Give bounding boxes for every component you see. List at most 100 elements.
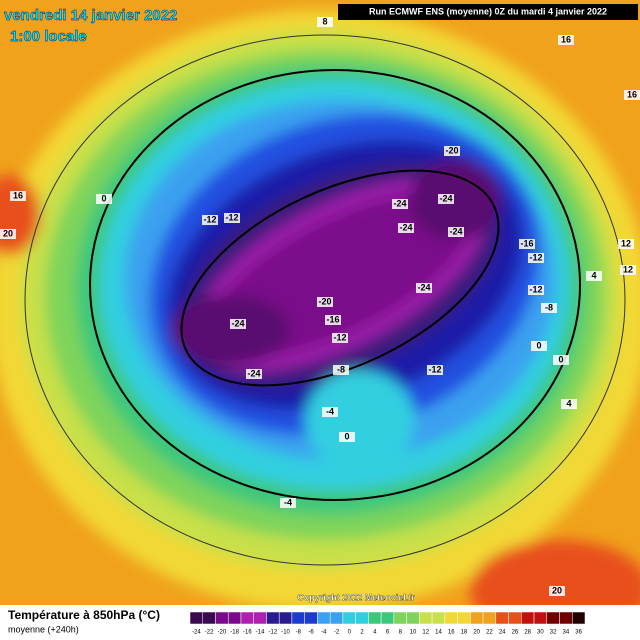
label-bg [202,215,218,225]
contour-label: -8 [337,364,345,374]
contour-label: -12 [203,214,216,224]
colorbar-tick-label: -22 [205,630,214,636]
colorbar-tick-label: -16 [243,630,252,636]
contour-label: -8 [545,302,553,312]
contour-label: -12 [225,212,238,222]
label-bg [0,229,16,239]
contour-label: -4 [284,497,292,507]
contour-label: 12 [623,264,633,274]
label-bg [317,17,333,27]
colorbar-tick-label: 2 [360,630,364,636]
color-swatch [521,611,535,625]
label-bg [96,194,112,204]
label-bg [624,90,640,100]
label-bg [531,341,547,351]
colorbar-tick-label: -20 [218,630,227,636]
contour-label: 4 [566,398,571,408]
color-swatch [368,611,382,625]
forecast-time: 1:00 locale [10,28,87,45]
contour-label: -12 [333,332,346,342]
color-swatch [393,611,407,625]
label-bg [224,213,240,223]
color-swatch [457,611,471,625]
isotherms [24,34,626,566]
color-swatch [266,611,280,625]
colorbar-tick-label: -14 [256,630,265,636]
colorbar-tick-label: 22 [486,630,493,636]
color-swatch [380,611,395,625]
colorbar-tick-label: -18 [230,630,239,636]
label-bg [528,285,544,295]
colorbar-tick-label: -10 [281,630,290,636]
colorbar-tick-label: -8 [296,630,302,636]
contour-label: -24 [417,282,430,292]
colorbar-tick-label: 8 [399,630,403,636]
contour-label: -20 [445,145,458,155]
label-bg [246,369,262,379]
label-bg [10,191,26,201]
label-bg [332,333,348,343]
colorbar-tick-label: 18 [461,630,468,636]
color-swatch [470,611,484,625]
contour-label: -16 [326,314,339,324]
colorbar-tick-label: 16 [448,630,455,636]
label-bg [448,227,464,237]
contour-label: -12 [529,252,542,262]
label-bg [561,399,577,409]
label-bg [230,319,246,329]
colorbar-tick-label: 26 [512,630,519,636]
colorbar-tick-label: 20 [473,630,480,636]
contour-label: -24 [231,318,244,328]
colorbar-tick-label: -24 [192,630,201,636]
color-swatch [482,611,497,625]
color-swatch [431,611,446,625]
contour-label: 8 [322,16,327,26]
contour-label: 4 [591,270,596,280]
colorbar-tick-label: 30 [537,630,544,636]
label-bg [444,146,460,156]
contour-label: -24 [439,193,452,203]
run-info: Run ECMWF ENS (moyenne) 0Z du mardi 4 ja… [369,6,607,16]
label-bg [392,199,408,209]
contour-label: 16 [13,190,23,200]
contour-label: -24 [399,222,412,232]
color-swatch [406,611,420,625]
color-swatch [304,611,318,625]
label-bg [438,194,454,204]
contour-label: -24 [449,226,462,236]
label-bg [620,265,636,275]
label-bg [322,407,338,417]
colorbar-tick-label: 0 [348,630,352,636]
color-swatch [572,611,586,625]
contour-label: -24 [393,198,406,208]
contour-labels: -20 -24 -24 -24 -24 -16 -12 -12 -12 -24 -12 -20 -16 -… [0,16,640,596]
label-bg [618,239,634,249]
contour-label: -4 [326,406,334,416]
label-bg [325,315,341,325]
color-swatch [227,611,242,625]
contour-label: -20 [318,296,331,306]
colorbar-tick-label: 14 [435,630,442,636]
label-bg [553,355,569,365]
color-swatch [253,611,267,625]
color-swatch [202,611,216,625]
legend-title: Température à 850hPa (°C) [8,608,160,622]
label-bg [280,498,296,508]
color-swatch [215,611,229,625]
contour-label: -12 [529,284,542,294]
colorbar-tick-label: 10 [410,630,417,636]
color-swatch [329,611,344,625]
contour-label: 16 [627,89,637,99]
label-bg [549,586,565,596]
contour-label: 20 [3,228,13,238]
run-banner [338,4,638,20]
contour-label: 0 [536,340,541,350]
color-swatch [419,611,433,625]
color-swatch [559,611,573,625]
label-bg [586,271,602,281]
contour-label: -16 [520,238,533,248]
colorbar-tick-label: -12 [268,630,277,636]
color-swatch [546,611,560,625]
label-bg [528,253,544,263]
